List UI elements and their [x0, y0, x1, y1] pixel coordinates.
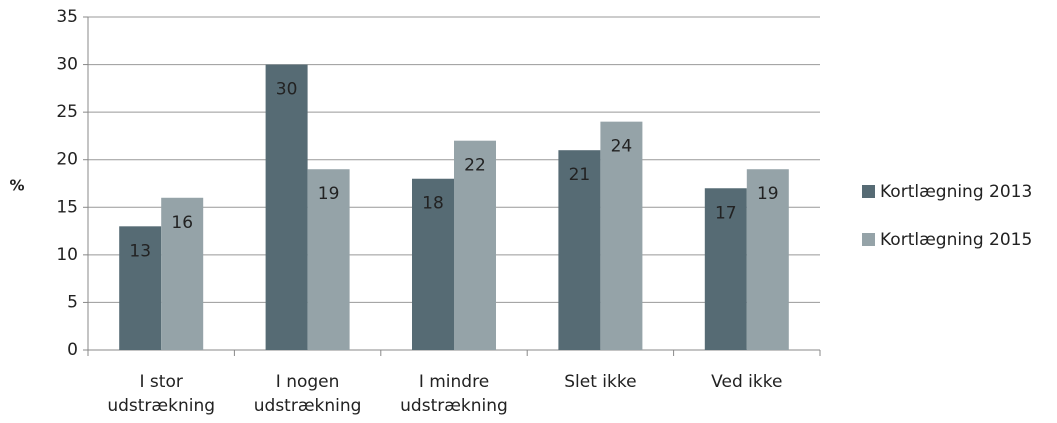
y-tick-label: 5: [67, 292, 78, 312]
bar: [746, 169, 789, 350]
y-tick-label: 35: [56, 7, 78, 27]
data-label: 19: [318, 184, 340, 204]
y-tick-label: 30: [56, 55, 78, 75]
y-axis-label: %: [9, 177, 24, 195]
data-label: 17: [715, 203, 737, 223]
y-tick-label: 10: [56, 245, 78, 265]
data-label: 30: [276, 80, 298, 100]
legend-label: Kortlægning 2013: [880, 182, 1032, 202]
bar: [558, 150, 601, 350]
x-tick-label: Slet ikke: [564, 372, 637, 392]
x-tick-label: Ved ikke: [711, 372, 783, 392]
x-tick-label: I stor udstrækning: [107, 372, 216, 416]
data-label: 19: [757, 184, 779, 204]
bar: [600, 121, 643, 351]
bar: [119, 226, 162, 350]
y-tick-label: 15: [56, 197, 78, 217]
legend-label: Kortlægning 2015: [880, 230, 1032, 250]
bar: [307, 169, 350, 350]
x-tick-label: I nogen udstrækning: [253, 372, 362, 416]
bar: [161, 197, 204, 350]
y-tick-label: 25: [56, 102, 78, 122]
legend-swatch: [862, 185, 875, 198]
bar: [704, 188, 747, 350]
data-label: 18: [422, 194, 444, 214]
data-label: 21: [569, 165, 591, 185]
x-tick-label: I mindre udstrækning: [400, 372, 508, 416]
data-label: 13: [129, 241, 151, 261]
data-label: 22: [464, 156, 486, 176]
data-label: 16: [171, 213, 193, 233]
bar: [454, 140, 496, 350]
bar: [265, 64, 308, 351]
bar: [412, 178, 454, 350]
y-tick-label: 20: [56, 150, 78, 170]
y-tick-label: 0: [67, 340, 78, 360]
data-label: 24: [611, 137, 633, 157]
legend-swatch: [862, 233, 875, 246]
